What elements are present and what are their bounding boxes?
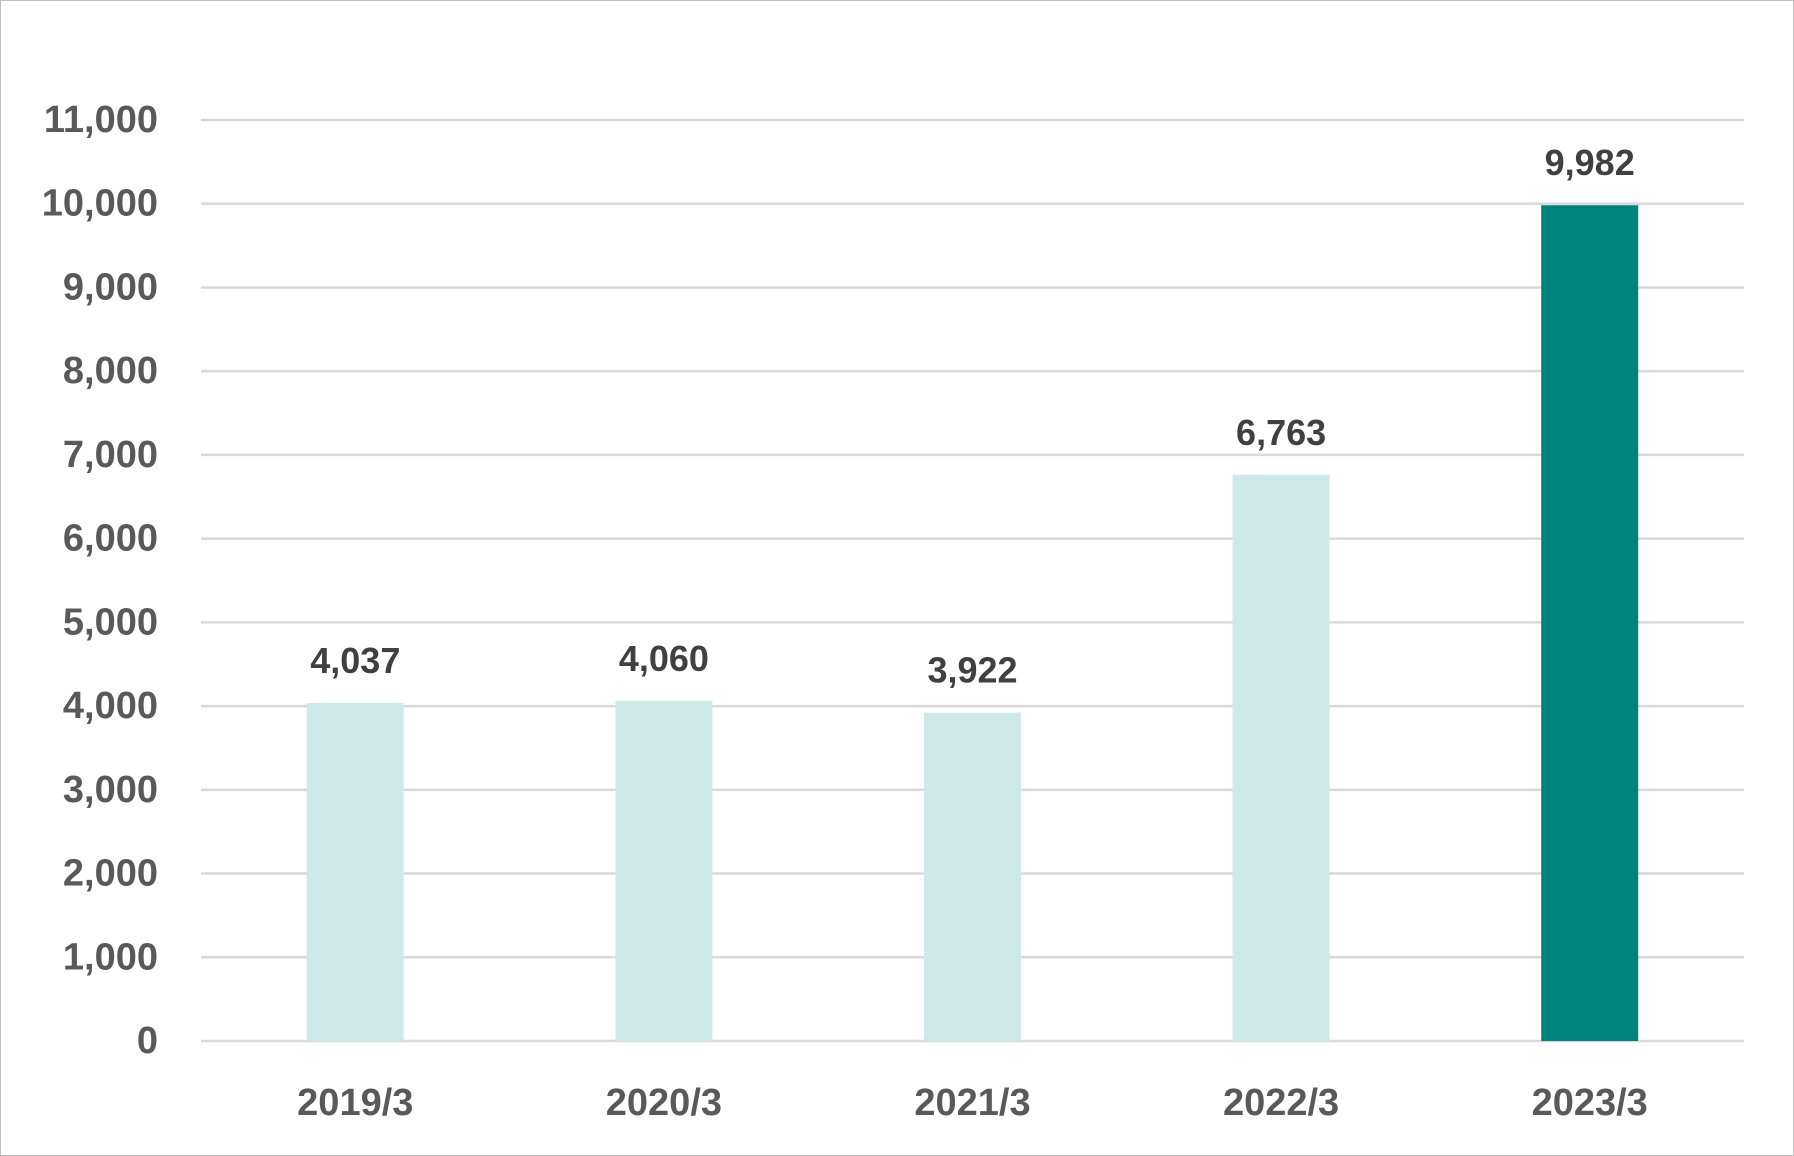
data-label: 6,763	[1236, 412, 1326, 453]
y-tick-label: 8,000	[63, 350, 158, 392]
y-tick-label: 10,000	[42, 183, 158, 225]
y-tick-label: 7,000	[63, 434, 158, 476]
y-tick-label: 2,000	[63, 853, 158, 895]
x-tick-label: 2019/3	[297, 1082, 413, 1124]
y-tick-label: 5,000	[63, 601, 158, 643]
y-tick-label: 11,000	[44, 99, 158, 141]
y-tick-label: 9,000	[63, 266, 158, 308]
data-label: 4,037	[310, 640, 400, 681]
data-labels: 4,037 4,060 3,922 6,763 9,982	[310, 142, 1634, 690]
bar-2023-3	[1541, 205, 1639, 1041]
y-axis-tick-labels: 0 1,000 2,000 3,000 4,000 5,000 6,000 7,000 8,00…	[42, 99, 158, 1062]
y-tick-label: 1,000	[63, 936, 158, 978]
x-axis-tick-labels: 2019/3 2020/3 2021/3 2022/3 2023/3	[297, 1082, 1648, 1124]
x-tick-label: 2022/3	[1223, 1082, 1339, 1124]
y-tick-label: 4,000	[63, 685, 158, 727]
x-tick-label: 2020/3	[606, 1082, 722, 1124]
bar-2022-3	[1232, 474, 1330, 1041]
data-label: 3,922	[927, 650, 1017, 691]
y-tick-label: 0	[137, 1020, 158, 1062]
bar-2021-3	[924, 712, 1021, 1041]
x-tick-label: 2023/3	[1532, 1082, 1648, 1124]
y-tick-label: 3,000	[63, 769, 158, 811]
data-label: 4,060	[619, 638, 709, 679]
gridlines	[201, 118, 1744, 1043]
data-label: 9,982	[1545, 142, 1635, 183]
x-tick-label: 2021/3	[914, 1082, 1030, 1124]
bars	[306, 205, 1639, 1041]
bar-2019-3	[306, 702, 404, 1041]
y-tick-label: 6,000	[63, 518, 158, 560]
bar-2020-3	[615, 701, 713, 1041]
